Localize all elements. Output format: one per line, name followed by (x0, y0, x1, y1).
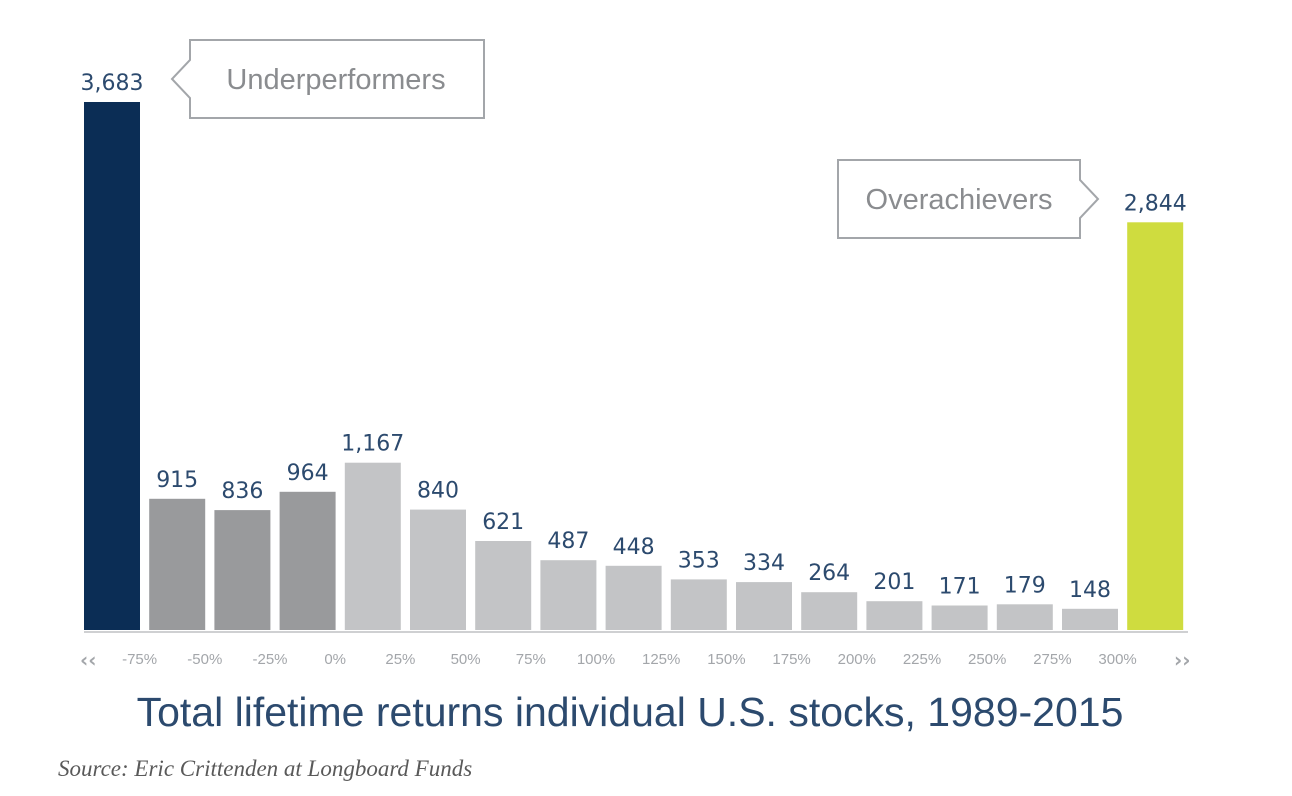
bar-12 (866, 601, 923, 630)
x-tick-label-13: 250% (968, 651, 1006, 668)
x-tick-labels-group: -75% -50% -25% 0% 25% 50% 75% 100% 125% 150% 175% 2… (122, 651, 1137, 668)
value-label-5: 840 (417, 479, 459, 504)
bars-group (84, 102, 1184, 631)
underperformers-callout-box (170, 39, 485, 119)
bar-2 (214, 510, 271, 630)
value-label-0: 3,683 (81, 71, 144, 96)
bar-14 (996, 604, 1053, 630)
value-label-14: 179 (1004, 573, 1046, 598)
value-label-13: 171 (939, 575, 981, 600)
bar-4 (344, 462, 401, 630)
left-chevrons-icon: ‹‹ (80, 648, 96, 672)
overachievers-callout-box (837, 159, 1100, 239)
bar-0 (84, 102, 140, 630)
value-label-16: 2,844 (1124, 191, 1187, 216)
bar-3 (279, 491, 336, 630)
bar-7 (540, 560, 597, 630)
bar-8 (605, 565, 662, 630)
bar-11 (801, 592, 858, 630)
chart-title: Total lifetime returns individual U.S. s… (137, 689, 1124, 735)
value-label-7: 487 (547, 529, 589, 554)
bar-5 (410, 509, 466, 630)
bar-13 (931, 605, 988, 630)
value-label-1: 915 (156, 468, 198, 493)
value-label-3: 964 (287, 461, 329, 486)
x-tick-label-1: -50% (187, 651, 222, 668)
x-tick-label-12: 225% (903, 651, 941, 668)
overachievers-callout: Overachievers (837, 159, 1100, 239)
bar-15 (1062, 608, 1118, 630)
value-label-4: 1,167 (341, 432, 404, 457)
value-labels-group: 3,683 915 836 964 1,167 840 621 487 448 353 334 264… (81, 71, 1187, 603)
x-tick-label-2: -25% (252, 651, 287, 668)
bar-1 (149, 498, 206, 630)
value-label-2: 836 (221, 479, 263, 504)
bar-16 (1127, 222, 1184, 631)
x-tick-label-14: 275% (1033, 651, 1071, 668)
value-label-10: 334 (743, 551, 785, 576)
overachievers-callout-label: Overachievers (866, 184, 1053, 216)
x-tick-label-11: 200% (838, 651, 876, 668)
bar-6 (475, 541, 532, 630)
x-tick-label-6: 75% (516, 651, 546, 668)
source-note: Source: Eric Crittenden at Longboard Fun… (58, 756, 472, 781)
x-tick-label-8: 125% (642, 651, 680, 668)
x-tick-label-5: 50% (451, 651, 481, 668)
x-tick-label-9: 150% (707, 651, 745, 668)
value-label-12: 201 (873, 570, 915, 595)
x-tick-label-7: 100% (577, 651, 615, 668)
x-tick-label-3: 0% (324, 651, 346, 668)
x-tick-label-10: 175% (772, 651, 810, 668)
bar-9 (670, 579, 727, 630)
value-label-8: 448 (613, 535, 655, 560)
value-label-15: 148 (1069, 578, 1111, 603)
underperformers-callout: Underperformers (170, 39, 485, 119)
value-label-11: 264 (808, 561, 850, 586)
underperformers-callout-label: Underperformers (226, 64, 445, 96)
right-chevrons-icon: ›› (1174, 648, 1190, 672)
x-tick-label-4: 25% (385, 651, 415, 668)
x-tick-label-15: 300% (1098, 651, 1136, 668)
x-tick-label-0: -75% (122, 651, 157, 668)
value-label-6: 621 (482, 510, 524, 535)
bar-10 (736, 582, 792, 630)
value-label-9: 353 (678, 548, 720, 573)
